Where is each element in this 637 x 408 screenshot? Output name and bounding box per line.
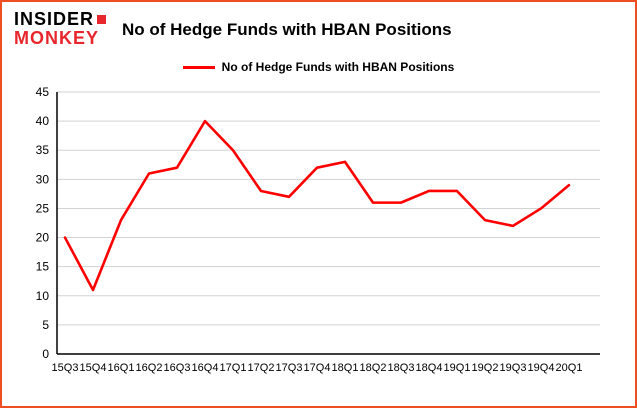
x-tick-label: 19Q1 bbox=[444, 362, 471, 374]
x-tick-label: 17Q1 bbox=[220, 362, 247, 374]
line-chart: 0 5 10 15 20 25 30 35 40 45 15Q3 15Q4 16Q1 16Q2 16Q3 16… bbox=[36, 85, 600, 374]
x-tick-label: 16Q4 bbox=[192, 362, 219, 374]
logo-line-insider: INSIDER bbox=[14, 9, 107, 29]
y-tick-label: 20 bbox=[36, 231, 50, 245]
y-tick-label: 45 bbox=[36, 85, 50, 99]
x-tick-label: 18Q2 bbox=[360, 362, 387, 374]
y-tick-label: 15 bbox=[36, 260, 50, 274]
x-tick-label: 15Q3 bbox=[52, 362, 79, 374]
y-tick-label: 0 bbox=[42, 347, 49, 361]
x-tick-label: 17Q4 bbox=[304, 362, 331, 374]
x-tick-label: 19Q4 bbox=[528, 362, 555, 374]
x-tick-label: 16Q1 bbox=[108, 362, 135, 374]
insider-monkey-logo: INSIDER MONKEY bbox=[14, 9, 107, 48]
y-tick-label: 35 bbox=[36, 143, 50, 157]
x-tick-label: 19Q3 bbox=[500, 362, 527, 374]
logo-text-insider: INSIDER bbox=[14, 9, 95, 29]
x-tick-label: 18Q4 bbox=[416, 362, 443, 374]
x-tick-label: 15Q4 bbox=[80, 362, 107, 374]
y-tick-label: 5 bbox=[42, 318, 49, 332]
x-tick-label: 17Q2 bbox=[248, 362, 275, 374]
x-tick-label: 16Q3 bbox=[164, 362, 191, 374]
logo-red-square-icon bbox=[97, 14, 107, 24]
y-tick-label: 40 bbox=[36, 114, 50, 128]
y-tick-label: 30 bbox=[36, 172, 50, 186]
x-tick-label: 18Q1 bbox=[332, 362, 359, 374]
legend: No of Hedge Funds with HBAN Positions bbox=[2, 60, 635, 74]
y-tick-label: 10 bbox=[36, 289, 50, 303]
legend-label: No of Hedge Funds with HBAN Positions bbox=[221, 60, 455, 74]
x-tick-label: 16Q2 bbox=[136, 362, 163, 374]
x-tick-label: 18Q3 bbox=[388, 362, 415, 374]
x-tick-label: 20Q1 bbox=[556, 362, 583, 374]
legend-line-sample-icon bbox=[182, 65, 215, 69]
x-tick-label: 19Q2 bbox=[472, 362, 499, 374]
page-title: No of Hedge Funds with HBAN Positions bbox=[122, 20, 452, 39]
x-tick-label: 17Q3 bbox=[276, 362, 303, 374]
logo-text-monkey: MONKEY bbox=[14, 27, 100, 48]
y-tick-label: 25 bbox=[36, 201, 50, 215]
data-line-series bbox=[63, 119, 571, 292]
